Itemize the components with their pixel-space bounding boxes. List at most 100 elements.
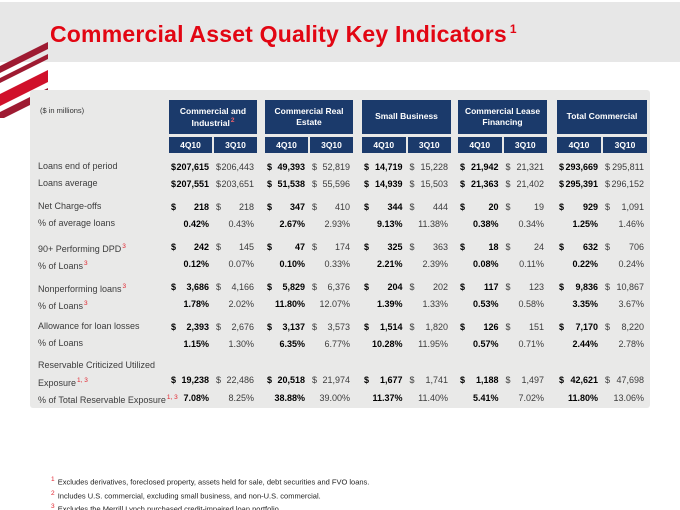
value-cell: 11.95% [408,335,452,352]
value-cell: $207,615 [169,158,212,175]
row-label-text: % of average loans [38,218,116,228]
row-label-text: 90+ Performing DPD [38,244,122,254]
row-label: % of Loans3 [38,295,88,315]
subcolumn-header: 4Q10 [169,137,212,153]
cell-value: 2.78% [618,338,644,349]
subcolumn-header: 3Q10 [407,137,451,153]
value-cell: 11.40% [408,389,452,406]
dollar-sign: $ [409,281,415,292]
cell-value: 174 [334,241,350,252]
value-cell: $1,741 [408,371,452,388]
cell-value: 6.35% [279,338,305,349]
row-label-text: Reservable Criticized Utilized [38,360,156,370]
value-cell: 7.02% [504,389,548,406]
value-cell: $6,376 [310,278,353,295]
value-cell: $7,170 [557,318,601,335]
value-cell: 0.34% [504,215,548,232]
cell-value: 203,651 [221,178,254,189]
value-cell: 2.78% [603,335,647,352]
cell-value: 1,741 [425,374,448,385]
cell-value: 1.39% [376,298,403,309]
value-cell: 0.43% [214,215,257,232]
dollar-sign: $ [216,201,222,212]
value-cell: 2.44% [557,335,601,352]
column-group-header: Commercial Lease Financing [458,100,547,134]
cell-value: 3,686 [186,281,209,292]
cell-value: 117 [483,281,499,292]
dollar-sign: $ [171,161,177,172]
cell-value: 3,573 [327,321,350,332]
cell-value: 7.08% [183,392,209,403]
dollar-sign: $ [364,161,370,172]
cell-value: 0.08% [472,258,499,269]
cell-value: 325 [387,241,403,252]
value-cell: $632 [557,238,601,255]
row-label-text: Loans average [38,178,98,188]
dollar-sign: $ [364,374,370,385]
value-cell: $3,137 [265,318,308,335]
table-row: Reservable Criticized Utilized Exposure1,… [30,358,650,389]
cell-value: 2,676 [231,321,254,332]
dollar-sign: $ [409,321,415,332]
dollar-sign: $ [171,201,177,212]
footnote-superscript: 2 [51,489,55,497]
cell-value: 2.44% [572,338,598,349]
cell-value: 0.24% [618,258,644,269]
dollar-sign: $ [364,321,370,332]
value-cell: $174 [310,238,353,255]
value-cell: 7.08% [169,389,212,406]
cell-value: 2,393 [186,321,209,332]
value-cell: $123 [504,278,548,295]
value-cell: $117 [458,278,502,295]
value-cell: $3,686 [169,278,212,295]
cell-value: 15,503 [420,178,448,189]
value-cell: 6.77% [310,335,353,352]
table-row: Allowance for loan losses $2,393 $2,676 $3,… [30,318,650,335]
cell-value: 296,152 [611,178,644,189]
value-cell: $21,363 [458,175,502,192]
cell-value: 0.11% [519,258,544,269]
row-label: % of Total Reservable Exposure1, 3 [38,389,178,409]
value-cell: 3.67% [603,295,647,312]
value-cell: $202 [408,278,452,295]
column-group-label: Small Business [375,111,438,122]
dollar-sign: $ [267,321,273,332]
page-title-text: Commercial Asset Quality Key Indicators [50,21,507,47]
row-label-text: % of Loans [38,261,84,271]
cell-value: 1.33% [422,298,448,309]
subcolumn-header: 3Q10 [503,137,547,153]
row-label: Loans end of period [38,158,118,175]
cell-value: 52,819 [322,161,350,172]
dollar-sign: $ [267,241,273,252]
footnotes: 1 Excludes derivatives, foreclosed prope… [50,474,369,510]
value-cell: $15,503 [408,175,452,192]
dollar-sign: $ [364,201,370,212]
cell-value: 204 [387,281,403,292]
row-label-superscript: 3 [84,300,88,307]
cell-value: 20 [488,201,499,212]
value-cell: $18 [458,238,502,255]
cell-value: 15,228 [420,161,448,172]
subcolumn-header: 4Q10 [265,137,308,153]
cell-value: 18 [488,241,499,252]
row-label: Nonperforming loans3 [38,278,126,298]
value-cell: 0.22% [557,255,601,272]
cell-value: 8,220 [621,321,644,332]
value-cell: 11.38% [408,215,452,232]
cell-value: 1,497 [521,374,544,385]
dollar-sign: $ [364,178,370,189]
cell-value: 1.30% [228,338,254,349]
footnote-text: Excludes derivatives, foreclosed propert… [55,477,370,487]
value-cell: 1.25% [557,215,601,232]
row-label-superscript: 3 [84,260,88,267]
dollar-sign: $ [559,161,565,172]
row-label-text: % of Total Reservable Exposure [38,395,166,405]
value-cell: 1.33% [408,295,452,312]
value-cell: $21,974 [310,371,353,388]
value-cell: $1,514 [362,318,406,335]
value-cell: $14,939 [362,175,406,192]
cell-value: 4,166 [231,281,254,292]
value-cell: 38.88% [265,389,308,406]
value-cell: 5.41% [458,389,502,406]
dollar-sign: $ [267,178,273,189]
